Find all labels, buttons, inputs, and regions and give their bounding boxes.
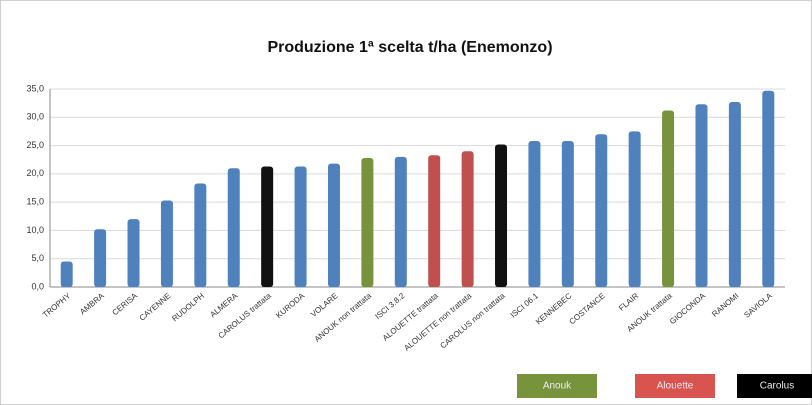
bar	[160, 200, 173, 287]
bar	[227, 168, 240, 287]
bar	[94, 229, 107, 287]
bar	[495, 144, 508, 287]
bar	[628, 131, 641, 287]
bar	[561, 141, 574, 287]
y-tick-label: 35,0	[26, 83, 44, 93]
y-tick-label: 30,0	[26, 112, 44, 122]
bar	[461, 151, 474, 287]
bar	[528, 141, 541, 287]
legend-label: Alouette	[657, 381, 694, 392]
bar	[361, 158, 374, 287]
bar	[60, 261, 73, 287]
legend-label: Anouk	[543, 381, 572, 392]
y-tick-label: 5,0	[31, 253, 44, 263]
y-tick-label: 20,0	[26, 168, 44, 178]
y-tick-label: 25,0	[26, 140, 44, 150]
bar	[762, 90, 775, 287]
bar	[327, 163, 340, 287]
legend-swatch	[737, 374, 812, 398]
legend-label: Carolus	[760, 381, 794, 392]
bar	[662, 110, 675, 287]
y-tick-label: 15,0	[26, 197, 44, 207]
bar	[695, 104, 708, 287]
y-tick-label: 0,0	[31, 281, 44, 291]
bar	[261, 166, 274, 287]
bar	[595, 134, 608, 287]
chart-title: Produzione 1ª scelta t/ha (Enemonzo)	[267, 39, 552, 56]
legend-swatch	[517, 374, 597, 398]
bar	[428, 155, 441, 287]
bar	[728, 102, 741, 287]
y-tick-label: 10,0	[26, 225, 44, 235]
legend-swatch	[635, 374, 715, 398]
bar	[294, 166, 307, 287]
bar	[194, 183, 207, 287]
bar	[127, 219, 140, 287]
bar	[394, 156, 407, 287]
